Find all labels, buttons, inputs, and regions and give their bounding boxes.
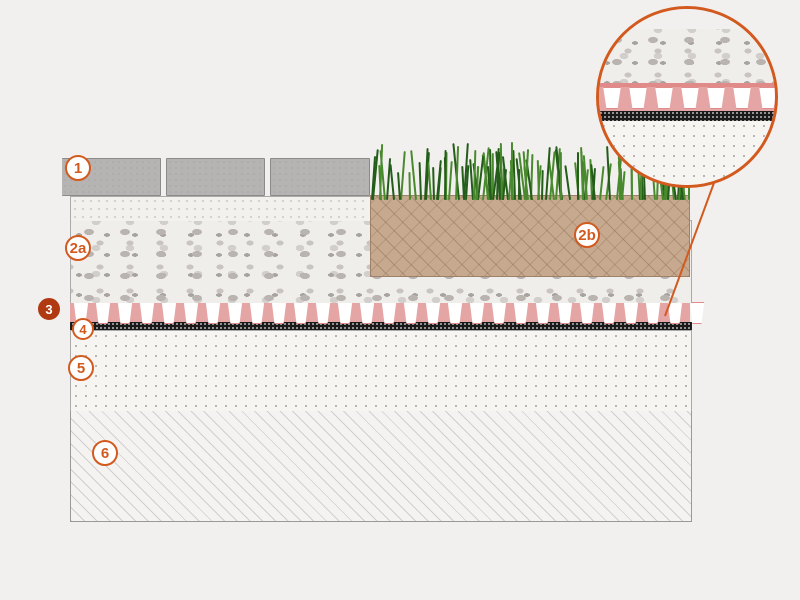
zoom-inset [596,6,778,188]
